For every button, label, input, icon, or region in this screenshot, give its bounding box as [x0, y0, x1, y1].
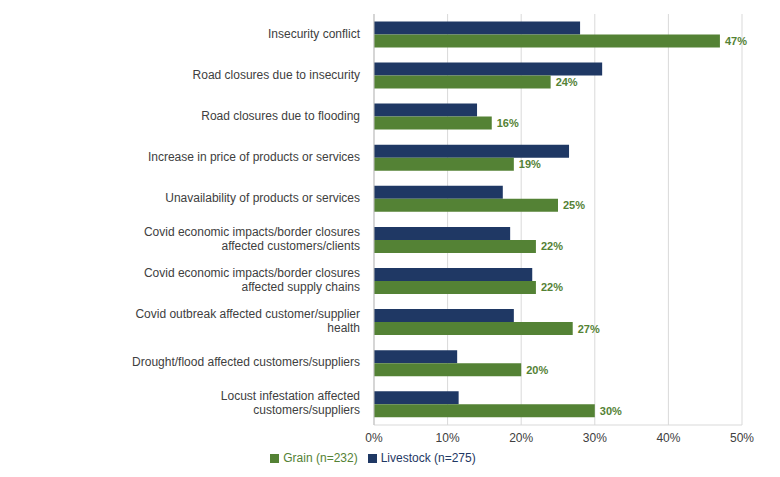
svg-text:19%: 19% [519, 158, 541, 170]
svg-text:Increase in price of products: Increase in price of products or service… [148, 150, 360, 164]
svg-text:30%: 30% [583, 431, 607, 445]
svg-text:Drought/flood affected custome: Drought/flood affected customers/supplie… [132, 356, 360, 370]
svg-text:10%: 10% [436, 431, 460, 445]
svg-text:Road closures due to flooding: Road closures due to flooding [201, 109, 360, 123]
svg-text:Covid economic impacts/border: Covid economic impacts/border closuresaf… [144, 225, 360, 253]
svg-text:Insecurity conflict: Insecurity conflict [268, 27, 361, 41]
svg-text:Unavailability of products or: Unavailability of products or services [165, 191, 360, 205]
svg-text:24%: 24% [556, 76, 578, 88]
svg-text:20%: 20% [526, 364, 548, 376]
svg-text:50%: 50% [730, 431, 754, 445]
svg-text:47%: 47% [725, 35, 747, 47]
svg-text:30%: 30% [600, 405, 622, 417]
svg-text:Covid economic impacts/border: Covid economic impacts/border closuresaf… [144, 266, 360, 294]
svg-text:22%: 22% [541, 281, 563, 293]
svg-text:40%: 40% [656, 431, 680, 445]
svg-text:22%: 22% [541, 240, 563, 252]
svg-text:Covid outbreak affected custom: Covid outbreak affected customer/supplie… [135, 307, 360, 335]
html-text:Grain (n=232): Grain (n=232) [283, 451, 358, 465]
svg-text:0%: 0% [365, 431, 383, 445]
svg-text:25%: 25% [563, 199, 585, 211]
svg-text:Locust infestation affectedcus: Locust infestation affectedcustomers/sup… [221, 390, 360, 418]
svg-text:27%: 27% [578, 323, 600, 335]
svg-text:Road closures due to insecurit: Road closures due to insecurity [193, 68, 360, 82]
html-text:Livestock (n=275): Livestock (n=275) [380, 451, 476, 465]
svg-text:20%: 20% [509, 431, 533, 445]
svg-text:16%: 16% [497, 117, 519, 129]
